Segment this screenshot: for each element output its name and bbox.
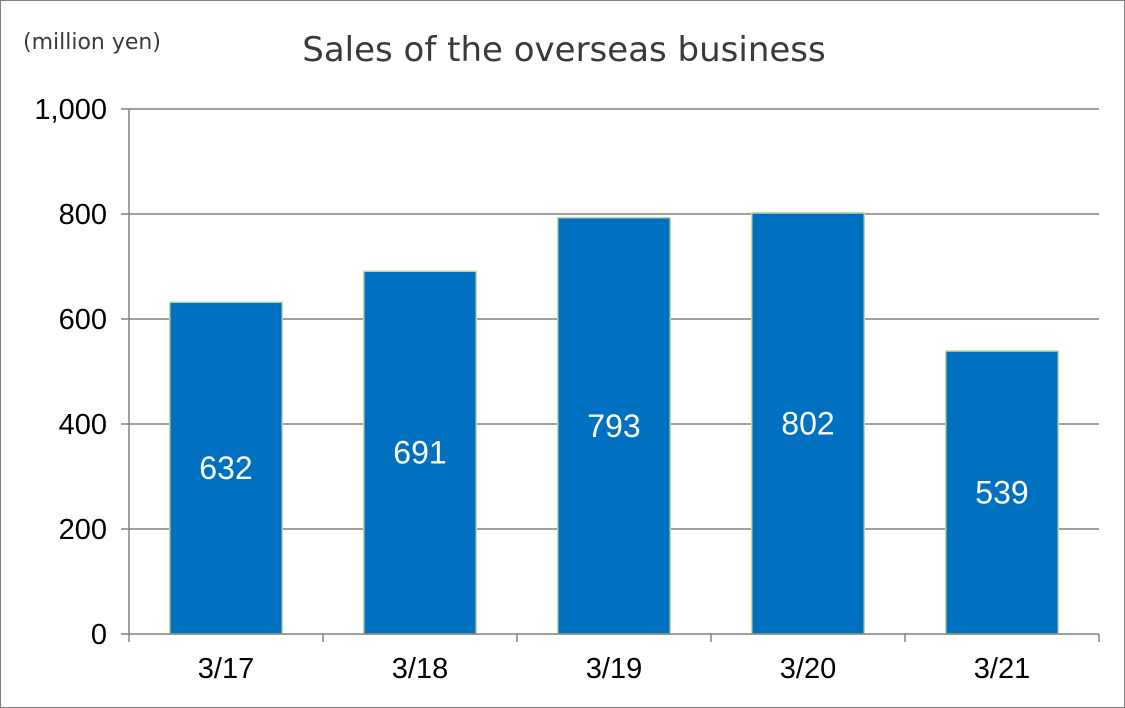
y-tick-label: 200 <box>59 514 107 546</box>
bar-value-label: 691 <box>393 435 446 471</box>
bar-value-label: 539 <box>975 475 1028 511</box>
labels: 0 200 400 600 800 1,000 632 3/17 691 3/18 793 3/19 8… <box>34 94 1030 685</box>
chart-unit-label: (million yen) <box>23 30 161 55</box>
x-tick-label: 3/20 <box>780 653 836 685</box>
x-tick-label: 3/21 <box>974 653 1030 685</box>
y-tick-label: 400 <box>59 409 107 441</box>
bar-3-17 <box>168 301 284 635</box>
chart-title: Sales of the overseas business <box>302 30 825 70</box>
y-tick-label: 600 <box>59 304 107 336</box>
y-tick-label: 800 <box>59 199 107 231</box>
y-tick-label: 1,000 <box>34 94 107 126</box>
axes <box>121 108 1100 642</box>
bar-3-21 <box>944 350 1060 635</box>
x-tick-label: 3/18 <box>392 653 448 685</box>
bar-value-label: 802 <box>781 405 834 441</box>
bar-3-20 <box>750 212 866 635</box>
bars <box>168 212 1060 635</box>
x-tick-label: 3/19 <box>586 653 642 685</box>
bar-value-label: 793 <box>587 408 640 444</box>
bar-value-label: 632 <box>199 450 252 486</box>
x-tick-label: 3/17 <box>198 653 254 685</box>
y-tick-label: 0 <box>91 619 107 651</box>
bar-3-19 <box>556 216 672 635</box>
